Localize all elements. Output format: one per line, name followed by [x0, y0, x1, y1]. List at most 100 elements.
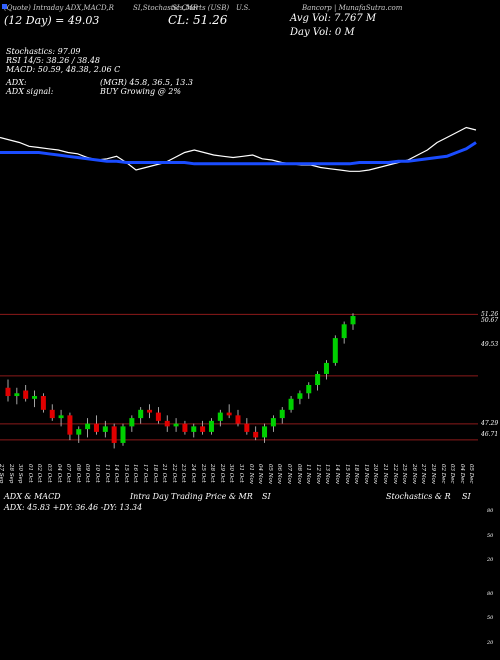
stoch-panel-title2: SI [462, 492, 471, 501]
date-label: 25 Oct [199, 464, 206, 483]
candle-body [164, 420, 170, 427]
candle-body [217, 412, 223, 421]
candle-body [5, 387, 11, 397]
date-label: 11 Oct [103, 464, 110, 483]
date-label: 30 Sep [17, 464, 24, 484]
date-label: 12 Nov [314, 464, 321, 484]
close-price: CL: 51.26 [168, 13, 228, 27]
candle-body [235, 415, 241, 424]
date-label: 21 Oct [161, 464, 168, 483]
date-label: 04 Nov [257, 464, 264, 484]
date-label: 14 Nov [334, 464, 340, 484]
date-label: 05 Dec [468, 464, 475, 484]
candle-body [208, 420, 214, 432]
date-label: 11 Nov [305, 464, 312, 484]
date-label: 02 Oct [36, 464, 43, 483]
date-label: 15 Oct [122, 464, 129, 483]
candle-body [200, 426, 206, 432]
candle-body [297, 393, 303, 399]
candle-body [147, 409, 153, 413]
date-label: 25 Nov [401, 464, 408, 484]
candle-body [191, 426, 197, 432]
date-label: 27 Nov [420, 464, 427, 484]
date-label: 26 Nov [410, 464, 417, 484]
date-label: 28 Sep [7, 464, 14, 484]
date-label: 29 Nov [430, 464, 436, 484]
stoch-axis-20: 20 [487, 557, 494, 563]
date-label: 10 Oct [94, 464, 100, 483]
candle-body [85, 423, 91, 430]
date-label: 13 Nov [324, 464, 331, 484]
header-line2-left: (12 Day) = 49.03 [4, 14, 100, 27]
date-label: 08 Nov [295, 464, 302, 484]
candle-body [23, 390, 29, 399]
candle-body [129, 418, 135, 427]
date-label: 23 Oct [180, 464, 187, 483]
candle-body [155, 412, 161, 421]
candle-body [253, 431, 259, 438]
adx-panel-values: ADX: 45.83 +DY: 36.46 -DY: 13.34 [4, 503, 143, 512]
date-label: 21 Nov [382, 464, 388, 484]
rsi-axis-80: 80 [487, 591, 494, 597]
candle-body [58, 415, 64, 419]
date-label: 31 Oct [238, 464, 244, 483]
date-label: 16 Oct [132, 464, 139, 483]
intraday-panel-title: Intra Day Trading Price & MR [130, 492, 253, 501]
day-volume: Day Vol: 0 M [290, 27, 355, 38]
candle-body [226, 412, 232, 416]
candle-body [341, 324, 347, 339]
adx-signal-value: BUY Growing @ 2% [100, 87, 181, 96]
adx-panel-title: ADX & MACD [4, 492, 61, 501]
stoch-axis-80: 80 [487, 508, 494, 514]
stochastics-value: Stochastics: 97.09 [6, 47, 81, 56]
candle-body [14, 393, 20, 397]
adx-values: (MGR) 45.8, 36.5, 13.3 [100, 78, 193, 87]
date-label: 30 Oct [228, 464, 235, 483]
price-label-5: 46.71 [481, 431, 499, 438]
header-line1-far: Bancorp | MunafaSutra.com [302, 4, 403, 12]
candle-body [32, 396, 38, 399]
date-label: 14 Oct [113, 464, 120, 483]
main-chart [0, 4, 478, 449]
date-label: 05 Nov [266, 464, 273, 484]
stoch-panel-title: Stochastics & R [386, 492, 451, 501]
candle-body [279, 409, 285, 419]
candle-body [323, 362, 329, 374]
date-label: 18 Oct [151, 464, 158, 483]
date-label: 22 Nov [391, 464, 398, 484]
rsi-axis-20: 20 [487, 640, 494, 646]
date-label: 27 Sep [0, 464, 4, 484]
candle-body [49, 409, 55, 419]
date-label: 17 Oct [142, 464, 148, 483]
legend-square-icon [2, 4, 7, 9]
candle-body [350, 316, 356, 325]
candle-body [332, 338, 338, 363]
date-label: 07 Oct [65, 464, 72, 483]
date-label: 28 Oct [209, 464, 216, 483]
price-label-3: 49.53 [481, 341, 499, 348]
rsi-axis-50: 50 [487, 615, 494, 621]
candle-body [93, 423, 99, 432]
candle-body [270, 418, 276, 427]
candle-body [102, 426, 108, 432]
price-label-4: 47.29 [481, 420, 499, 427]
header-line1-right: U.S. [236, 4, 251, 12]
header-line1-mid: SI,Stochastics,MR [133, 4, 199, 12]
header-line1-left: (Quote) Intraday ADX,MACD,R [4, 4, 114, 12]
date-label: 29 Oct [218, 464, 225, 483]
adx-signal-label: ADX signal: [6, 87, 54, 96]
date-label: 01 Oct [26, 464, 33, 483]
candle-body [306, 385, 312, 394]
candle-body [40, 396, 46, 410]
candle-body [244, 423, 250, 432]
date-label: 07 Nov [286, 464, 292, 484]
date-label: 19 Nov [362, 464, 369, 484]
intraday-panel-title2: SI [262, 492, 271, 501]
date-label: 18 Nov [353, 464, 360, 484]
candle-body [120, 426, 126, 443]
moving-average-line [0, 141, 477, 166]
date-label: 20 Nov [372, 464, 379, 484]
date-label: 04 Oct [55, 464, 62, 483]
candle-body [67, 415, 73, 435]
candle-body [288, 398, 294, 410]
